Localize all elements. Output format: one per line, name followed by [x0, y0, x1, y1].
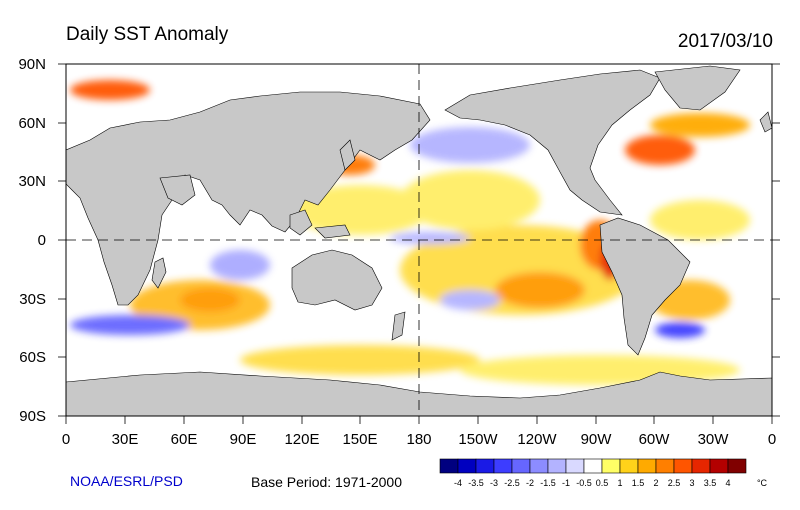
colorbar-swatch — [511, 458, 531, 474]
y-tick-label: 30N — [18, 173, 46, 190]
colorbar-swatch — [475, 458, 495, 474]
colorbar-swatch — [637, 458, 657, 474]
colorbar-label: 3 — [689, 478, 694, 488]
colorbar-swatch — [439, 458, 459, 474]
colorbar-swatch — [727, 458, 747, 474]
colorbar-label: -2 — [526, 478, 534, 488]
y-tick-label: 30S — [19, 291, 46, 308]
colorbar-swatch — [457, 458, 477, 474]
x-tick-label: 150W — [458, 431, 498, 448]
colorbar-swatch — [673, 458, 693, 474]
base-period-label: Base Period: 1971-2000 — [251, 474, 402, 490]
colorbar-legend: -4 -3.5 -3 -2.5 -2 -1.5 -1 -0.5 0.5 1 1.5 2 2.5 3 3.5 4… — [439, 458, 768, 488]
x-tick-label: 90E — [230, 431, 257, 448]
colorbar-swatch — [547, 458, 567, 474]
colorbar-label: 2.5 — [668, 478, 681, 488]
colorbar-label: -3 — [490, 478, 498, 488]
colorbar-swatch — [601, 458, 621, 474]
colorbar-label: -0.5 — [576, 478, 592, 488]
colorbar-swatch — [709, 458, 729, 474]
x-tick-label: 0 — [768, 431, 776, 448]
colorbar-swatch — [583, 458, 603, 474]
colorbar-label: 0.5 — [596, 478, 609, 488]
y-tick-label: 60S — [19, 349, 46, 366]
x-tick-label: 120E — [284, 431, 319, 448]
colorbar-label: -1 — [562, 478, 570, 488]
x-tick-label: 180 — [406, 431, 431, 448]
colorbar-label: -1.5 — [540, 478, 556, 488]
colorbar-swatch — [691, 458, 711, 474]
y-tick-label: 90N — [18, 56, 46, 73]
y-tick-label: 0 — [38, 232, 46, 249]
x-tick-label: 60W — [639, 431, 671, 448]
colorbar-label: 2 — [653, 478, 658, 488]
colorbar-label: -2.5 — [504, 478, 520, 488]
colorbar-swatch — [493, 458, 513, 474]
colorbar-label: 1 — [617, 478, 622, 488]
x-tick-label: 90W — [581, 431, 613, 448]
colorbar-label: 4 — [725, 478, 730, 488]
x-tick-label: 30W — [698, 431, 730, 448]
map-date: 2017/03/10 — [677, 31, 773, 52]
colorbar-swatch — [619, 458, 639, 474]
x-tick-label: 150E — [342, 431, 377, 448]
x-tick-label: 60E — [171, 431, 198, 448]
colorbar-label: -3.5 — [468, 478, 484, 488]
colorbar-unit: °C — [757, 478, 768, 488]
x-tick-label: 30E — [112, 431, 139, 448]
y-tick-label: 60N — [18, 115, 46, 132]
colorbar-label: -4 — [454, 478, 462, 488]
colorbar-swatch — [655, 458, 675, 474]
colorbar-label: 3.5 — [704, 478, 717, 488]
y-tick-label: 90S — [19, 408, 46, 425]
x-tick-label: 0 — [62, 431, 70, 448]
colorbar-swatch — [529, 458, 549, 474]
map-title: Daily SST Anomaly — [66, 24, 229, 45]
x-tick-label: 120W — [517, 431, 557, 448]
colorbar-swatch — [565, 458, 585, 474]
credit-label: NOAA/ESRL/PSD — [70, 473, 183, 489]
colorbar-label: 1.5 — [632, 478, 645, 488]
tick-marks — [58, 63, 780, 424]
